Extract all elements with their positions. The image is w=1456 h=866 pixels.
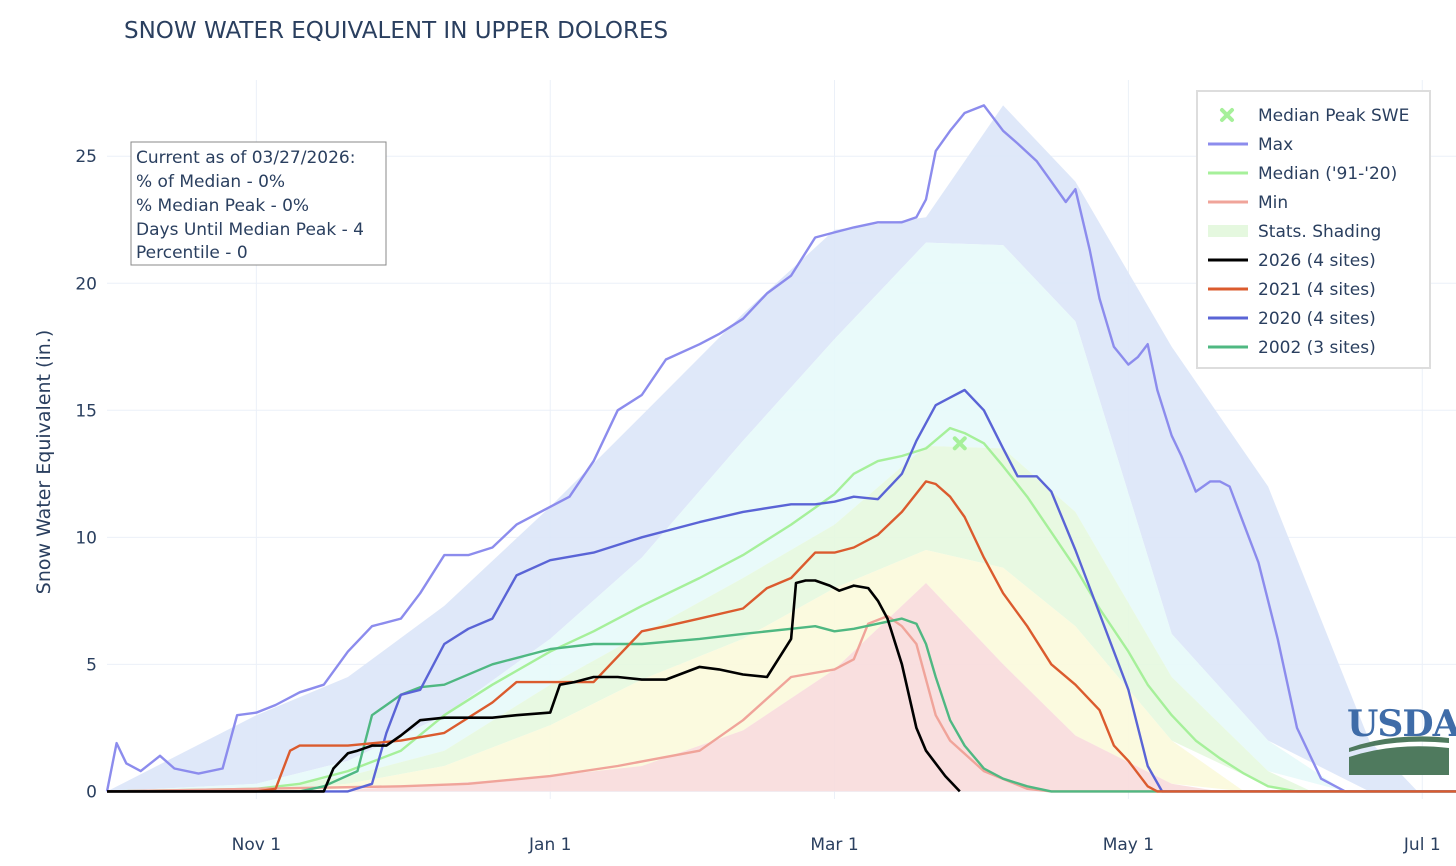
y-tick-label: 25 (75, 147, 97, 167)
x-tick-label: Jul 1 (1403, 835, 1441, 855)
legend-item-stats-shading[interactable]: Stats. Shading (1208, 222, 1381, 242)
legend-label: Stats. Shading (1258, 222, 1381, 242)
legend-item-min[interactable]: Min (1208, 193, 1288, 213)
series-line-median-91-20 (106, 426, 1456, 793)
legend-label: 2026 (4 sites) (1258, 251, 1376, 271)
legend-label: 2002 (3 sites) (1258, 338, 1376, 358)
legend-item-median-91-20[interactable]: Median ('91-'20) (1208, 164, 1397, 184)
info-box: Current as of 03/27/2026: % of Median - … (130, 141, 387, 266)
info-percentile: Percentile - 0 (136, 243, 248, 263)
legend-item-max[interactable]: Max (1208, 135, 1293, 155)
legend-label: Max (1258, 135, 1293, 155)
series-line-2002-3-sites (107, 617, 1456, 793)
x-axis-ticks: Nov 1 Jan 1 Mar 1 May 1 Jul 1 (232, 835, 1441, 855)
stats-band-5 (107, 583, 1220, 792)
series-line-2020-4-sites (107, 388, 1456, 793)
legend-item-2021-4-sites[interactable]: 2021 (4 sites) (1208, 280, 1376, 300)
stats-band-4 (107, 550, 1244, 792)
legend-item-2026-4-sites[interactable]: 2026 (4 sites) (1208, 251, 1376, 271)
y-tick-label: 15 (75, 401, 97, 421)
y-axis-ticks: 0 5 10 15 20 25 (75, 147, 97, 802)
series-line-2026-4-sites (107, 579, 961, 793)
stats-band-3 (107, 445, 1312, 792)
info-pct-median: % of Median - 0% (136, 172, 285, 192)
y-tick-label: 20 (75, 274, 97, 294)
logo-field (1349, 746, 1449, 775)
legend-label: 2020 (4 sites) (1258, 309, 1376, 329)
legend-item-2020-4-sites[interactable]: 2020 (4 sites) (1208, 309, 1376, 329)
y-tick-label: 5 (86, 655, 97, 675)
median-peak-marker (952, 436, 967, 451)
markers (952, 436, 967, 451)
y-axis-label: Snow Water Equivalent (in.) (33, 330, 55, 594)
chart-title: SNOW WATER EQUIVALENT IN UPPER DOLORES (124, 18, 668, 44)
legend-label: Median Peak SWE (1258, 106, 1409, 126)
legend-label: Min (1258, 193, 1288, 213)
usda-logo: USDA (1347, 703, 1456, 775)
legend-label: 2021 (4 sites) (1258, 280, 1376, 300)
x-tick-label: Mar 1 (810, 835, 858, 855)
series-line-min (106, 614, 1456, 793)
legend-item-median-peak-swe[interactable]: Median Peak SWE (1220, 106, 1409, 126)
y-tick-label: 10 (75, 528, 97, 548)
info-pct-median-peak: % Median Peak - 0% (136, 196, 309, 216)
stats-band-1 (107, 105, 1418, 792)
legend-label: Median ('91-'20) (1258, 164, 1397, 184)
legend-swatch-x-icon (1220, 108, 1234, 122)
logo-swoosh-top (1349, 736, 1449, 752)
series-lines (105, 104, 1456, 793)
legend-item-2002-3-sites[interactable]: 2002 (3 sites) (1208, 338, 1376, 358)
legend-swatch (1208, 225, 1248, 237)
legend[interactable]: Median Peak SWE Max Median ('91-'20) Min Sta… (1196, 90, 1431, 369)
info-days-until-peak: Days Until Median Peak - 4 (136, 220, 364, 240)
series-line-2021-4-sites (107, 480, 1456, 793)
info-current-date: Current as of 03/27/2026: (136, 148, 355, 168)
x-tick-label: May 1 (1103, 835, 1154, 855)
series-line-max (105, 104, 1456, 793)
y-tick-label: 0 (86, 782, 97, 802)
x-tick-label: Jan 1 (528, 835, 571, 855)
x-tick-label: Nov 1 (232, 835, 281, 855)
